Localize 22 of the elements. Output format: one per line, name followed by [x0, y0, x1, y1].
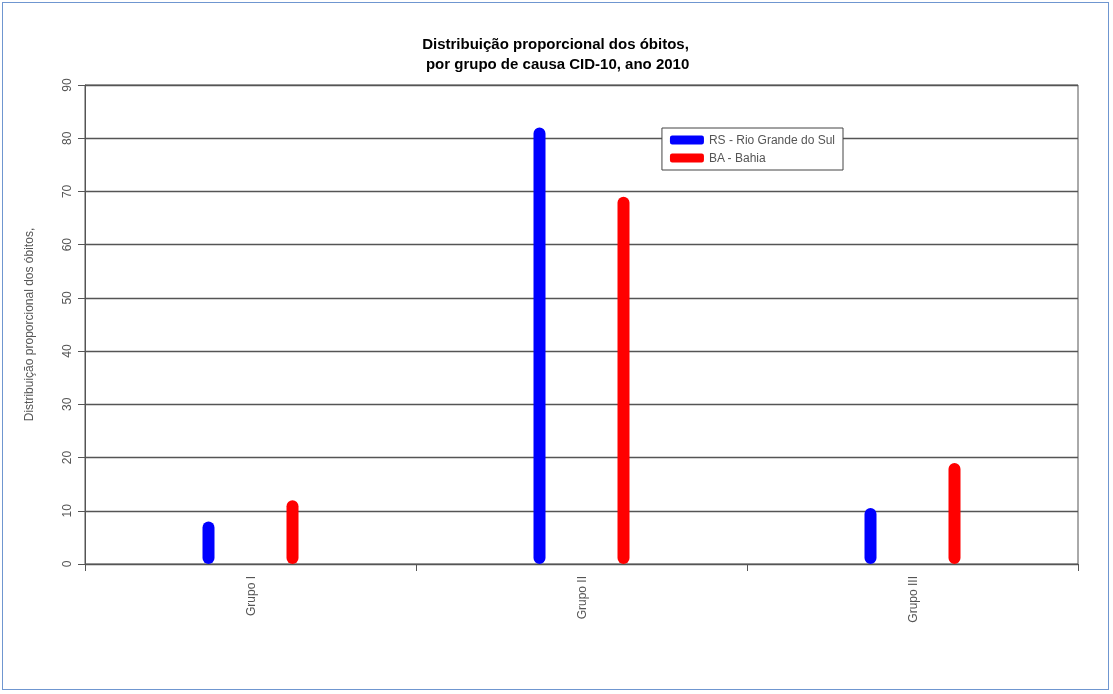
y-axis-title: Distribuição proporcional dos óbitos, — [22, 227, 36, 422]
y-tick-label: 30 — [60, 397, 74, 412]
y-tick-label: 90 — [60, 78, 74, 92]
y-tick-label: 80 — [60, 131, 74, 145]
bar — [617, 196, 630, 564]
legend-label: RS - Rio Grande do Sul — [708, 133, 835, 147]
x-tick-label: Grupo III — [905, 576, 920, 623]
bar — [864, 508, 877, 564]
y-tick-label: 20 — [60, 450, 74, 465]
x-tick-label: Grupo II — [574, 576, 589, 620]
y-tick-label: 50 — [60, 290, 74, 305]
chart-title: Distribuição proporcional dos óbitos, por grupo de causa CID-10, ano 2010 — [421, 34, 690, 72]
y-tick-label: 60 — [60, 237, 74, 252]
bar — [286, 500, 299, 564]
bar — [948, 462, 961, 564]
legend-label: BA - Bahia — [708, 151, 766, 165]
x-tick-label: Grupo I — [243, 576, 258, 617]
y-tick-label: 0 — [60, 560, 74, 568]
y-tick-label: 40 — [60, 344, 74, 358]
y-tick-label: 10 — [60, 503, 74, 518]
bar — [533, 127, 546, 564]
y-tick-label: 70 — [60, 184, 74, 199]
